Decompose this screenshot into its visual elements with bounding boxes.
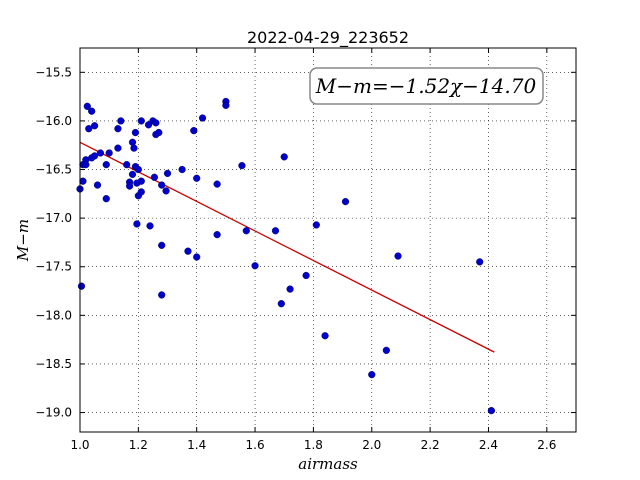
data-point — [368, 371, 376, 379]
data-point — [213, 180, 221, 188]
data-point — [487, 407, 495, 415]
data-point — [286, 285, 294, 293]
x-tick-label: 2.6 — [537, 438, 556, 452]
data-point — [163, 169, 172, 178]
y-tick-label: −17.0 — [35, 211, 72, 225]
fit-equation-frame — [309, 67, 544, 105]
y-axis-label: M−m — [14, 219, 32, 262]
x-axis-ticks: 1.0 1.2 1.4 1.6 1.8 2.0 2.2 2.4 2.6 — [70, 48, 556, 452]
data-point — [85, 125, 93, 133]
grid-layer — [79, 48, 576, 432]
data-point — [128, 170, 137, 178]
data-point — [162, 187, 170, 195]
data-point — [476, 258, 484, 266]
plot-frame — [79, 47, 577, 433]
y-tick-label: −19.0 — [35, 406, 72, 420]
data-point — [82, 161, 90, 169]
x-tick-label: 2.2 — [421, 438, 440, 452]
data-point — [190, 127, 198, 135]
data-point — [133, 220, 141, 228]
data-point — [79, 177, 87, 185]
data-point — [102, 195, 110, 203]
data-point — [146, 222, 154, 230]
x-tick-label: 1.2 — [129, 438, 148, 452]
x-tick-label: 1.0 — [70, 438, 89, 452]
y-tick-label: −18.0 — [35, 308, 72, 322]
data-point — [105, 149, 113, 157]
data-point — [280, 153, 288, 161]
data-point — [134, 165, 142, 174]
y-axis-ticks: −15.5 −16.0 −16.5 −17.0 −17.5 −18.0 −18.5 −19.0 — [35, 65, 576, 420]
fit-line — [79, 141, 495, 353]
data-point — [137, 117, 145, 125]
data-point — [312, 221, 320, 229]
x-tick-label: 2.0 — [362, 438, 381, 452]
data-point — [150, 173, 159, 181]
data-point — [137, 177, 145, 185]
data-point — [117, 117, 125, 125]
x-tick-label: 1.4 — [187, 438, 206, 452]
data-point — [193, 253, 201, 261]
y-tick-label: −15.5 — [35, 65, 72, 79]
x-tick-label: 1.6 — [246, 438, 265, 452]
data-point — [90, 122, 99, 130]
data-point — [251, 262, 259, 270]
data-point — [83, 102, 91, 110]
data-point — [394, 252, 402, 260]
data-point — [198, 114, 207, 122]
data-points-layer — [76, 97, 495, 415]
x-axis-label: airmass — [298, 455, 358, 473]
data-point — [222, 101, 230, 109]
data-point — [90, 152, 99, 160]
data-point — [158, 241, 166, 249]
data-point — [93, 181, 102, 189]
chart-title: 2022-04-29_223652 — [247, 28, 409, 48]
data-point — [213, 231, 221, 239]
data-point — [88, 107, 96, 115]
x-tick-label: 1.8 — [304, 438, 323, 452]
data-point — [277, 300, 285, 308]
y-tick-label: −16.0 — [35, 114, 72, 128]
y-tick-label: −17.5 — [35, 260, 72, 274]
data-point — [341, 198, 350, 206]
data-point — [178, 165, 186, 174]
data-point — [123, 161, 131, 169]
data-point — [158, 291, 166, 299]
data-point — [158, 181, 166, 189]
data-point — [238, 162, 246, 170]
data-point — [137, 188, 145, 196]
data-point — [184, 247, 192, 255]
data-point — [155, 128, 163, 137]
fit-equation-box: M−m=−1.52χ−14.70 — [309, 67, 544, 105]
data-point — [114, 144, 122, 152]
data-point — [152, 119, 160, 127]
data-point — [131, 128, 140, 137]
data-point — [193, 174, 201, 182]
fit-equation-text: M−m=−1.52χ−14.70 — [315, 74, 537, 98]
data-point — [130, 144, 138, 152]
y-tick-label: −18.5 — [35, 357, 72, 371]
data-point — [242, 227, 250, 235]
fit-line-layer — [79, 141, 495, 353]
x-tick-label: 2.4 — [479, 438, 498, 452]
data-point — [126, 182, 134, 190]
data-point — [114, 125, 122, 133]
data-point — [302, 271, 310, 280]
data-point — [382, 346, 390, 354]
y-tick-label: −16.5 — [35, 163, 72, 177]
data-point — [102, 161, 110, 169]
data-point — [96, 149, 105, 157]
data-point — [77, 282, 86, 290]
data-point — [321, 332, 329, 340]
data-point — [271, 227, 280, 235]
